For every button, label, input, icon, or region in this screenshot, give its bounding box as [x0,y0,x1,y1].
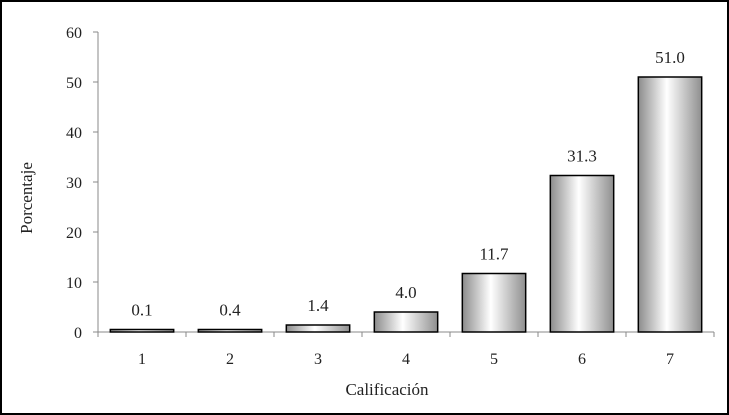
data-label-1: 0.1 [131,301,152,320]
bar-2 [197,328,263,333]
x-tick-label: 4 [402,351,410,368]
x-ticks: 1 2 3 4 5 6 7 [97,332,715,368]
data-label-3: 1.4 [307,296,329,315]
bar-7 [637,76,703,333]
x-tick-label: 7 [666,351,674,368]
x-tick-label: 6 [578,351,586,368]
bars [109,76,703,333]
bar-3 [285,324,351,333]
bar-5 [461,272,527,333]
x-tick-label: 1 [138,351,146,368]
bar-1 [109,328,175,333]
y-tick-label: 50 [66,75,82,92]
y-tick-label: 0 [74,325,82,342]
y-tick-label: 10 [66,275,82,292]
x-tick-label: 2 [226,351,234,368]
x-tick-label: 5 [490,351,498,368]
bar-6 [549,174,615,333]
data-label-7: 51.0 [655,48,685,67]
data-label-5: 11.7 [479,245,509,264]
x-tick-label: 3 [314,351,322,368]
data-label-2: 0.4 [219,301,241,320]
data-labels: 0.1 0.4 1.4 4.0 11.7 31.3 51.0 [131,48,685,320]
y-tick-label: 20 [66,225,82,242]
data-label-4: 4.0 [395,283,416,302]
y-tick-label: 40 [66,125,82,142]
y-ticks: 0 10 20 30 40 50 60 [66,25,98,342]
y-axis-label: Porcentaje [17,162,36,234]
bar-4 [373,311,439,333]
x-axis-label: Calificación [345,380,429,399]
data-label-6: 31.3 [567,147,597,166]
y-tick-label: 60 [66,25,82,42]
y-tick-label: 30 [66,175,82,192]
